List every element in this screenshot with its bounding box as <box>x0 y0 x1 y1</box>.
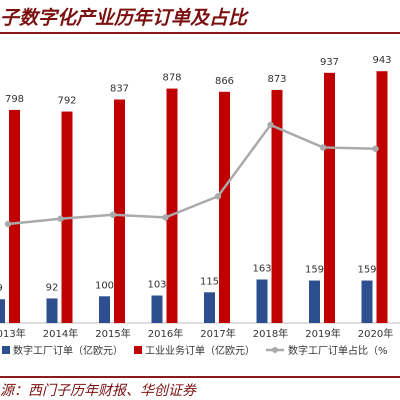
label-digital-7: 159 <box>357 265 376 276</box>
legend-swatch-ratio-dot <box>272 347 278 353</box>
ratio-point-5 <box>267 121 274 129</box>
bar-industrial-0 <box>9 109 20 324</box>
label-industrial-3: 878 <box>162 73 181 84</box>
bar-industrial-5 <box>271 89 283 323</box>
chart: 9 798 2013年 92 792 2014年 100 837 2015年 103 878 2016… <box>0 55 400 357</box>
tick-label-3: 2016年 <box>148 327 183 340</box>
tick-label-7: 2020年 <box>358 327 393 340</box>
tick-label-1: 2014年 <box>43 327 78 340</box>
ratio-point-2 <box>109 211 117 218</box>
ratio-point-4 <box>214 193 222 200</box>
source-bar: 源：西门子历年财报、华创证券 <box>0 376 400 400</box>
chart-title: 子数字化产业历年订单及占比 <box>0 7 248 29</box>
bar-digital-4 <box>204 292 215 323</box>
ratio-line <box>7 123 376 226</box>
tick-label-0: 2013年 <box>0 327 26 340</box>
label-industrial-2: 837 <box>110 84 129 95</box>
label-industrial-0: 798 <box>5 94 24 105</box>
label-industrial-7: 943 <box>372 55 391 66</box>
bar-industrial-2 <box>114 99 125 323</box>
title-bar: 子数字化产业历年订单及占比 <box>0 0 400 34</box>
bar-industrial-3 <box>166 88 178 323</box>
label-industrial-1: 792 <box>57 96 76 107</box>
label-digital-5: 163 <box>252 263 271 274</box>
label-digital-6: 159 <box>305 265 324 276</box>
tick-label-5: 2018年 <box>253 327 288 340</box>
label-digital-1: 92 <box>46 282 59 293</box>
label-digital-0: 9 <box>0 283 3 294</box>
legend-label-industrial: 工业业务订单（亿欧元） <box>145 344 255 357</box>
bar-industrial-7 <box>376 71 388 324</box>
ratio-point-6 <box>319 144 327 151</box>
legend-swatch-industrial <box>134 346 142 354</box>
tick-label-6: 2019年 <box>305 327 340 340</box>
bar-industrial-4 <box>219 91 230 323</box>
legend-label-ratio: 数字工厂订单占比（% <box>288 344 388 357</box>
bar-digital-5 <box>256 279 268 323</box>
bar-digital-2 <box>99 296 110 323</box>
tick-label-4: 2017年 <box>200 327 235 340</box>
bar-digital-3 <box>151 295 163 323</box>
label-digital-2: 100 <box>95 280 114 291</box>
legend: 数字工厂订单（亿欧元） 工业业务订单（亿欧元） 数字工厂订单占比（% <box>2 344 388 357</box>
bar-industrial-6 <box>324 72 335 323</box>
label-digital-4: 115 <box>200 276 219 287</box>
bar-digital-1 <box>46 298 58 323</box>
bar-digital-6 <box>309 280 320 323</box>
bar-digital-7 <box>361 280 373 323</box>
label-digital-3: 103 <box>147 279 166 290</box>
legend-swatch-digital <box>2 346 10 354</box>
ratio-point-7 <box>372 145 379 152</box>
label-industrial-6: 937 <box>320 57 339 68</box>
source-note: 源：西门子历年财报、华创证券 <box>0 383 196 399</box>
legend-label-digital: 数字工厂订单（亿欧元） <box>13 344 123 357</box>
tick-label-2: 2015年 <box>95 327 130 340</box>
ratio-point-1 <box>57 215 64 222</box>
ratio-point-0 <box>4 220 12 228</box>
label-industrial-5: 873 <box>267 74 286 85</box>
ratio-point-3 <box>162 214 169 221</box>
bar-digital-0 <box>0 299 5 323</box>
label-industrial-4: 866 <box>215 76 234 87</box>
